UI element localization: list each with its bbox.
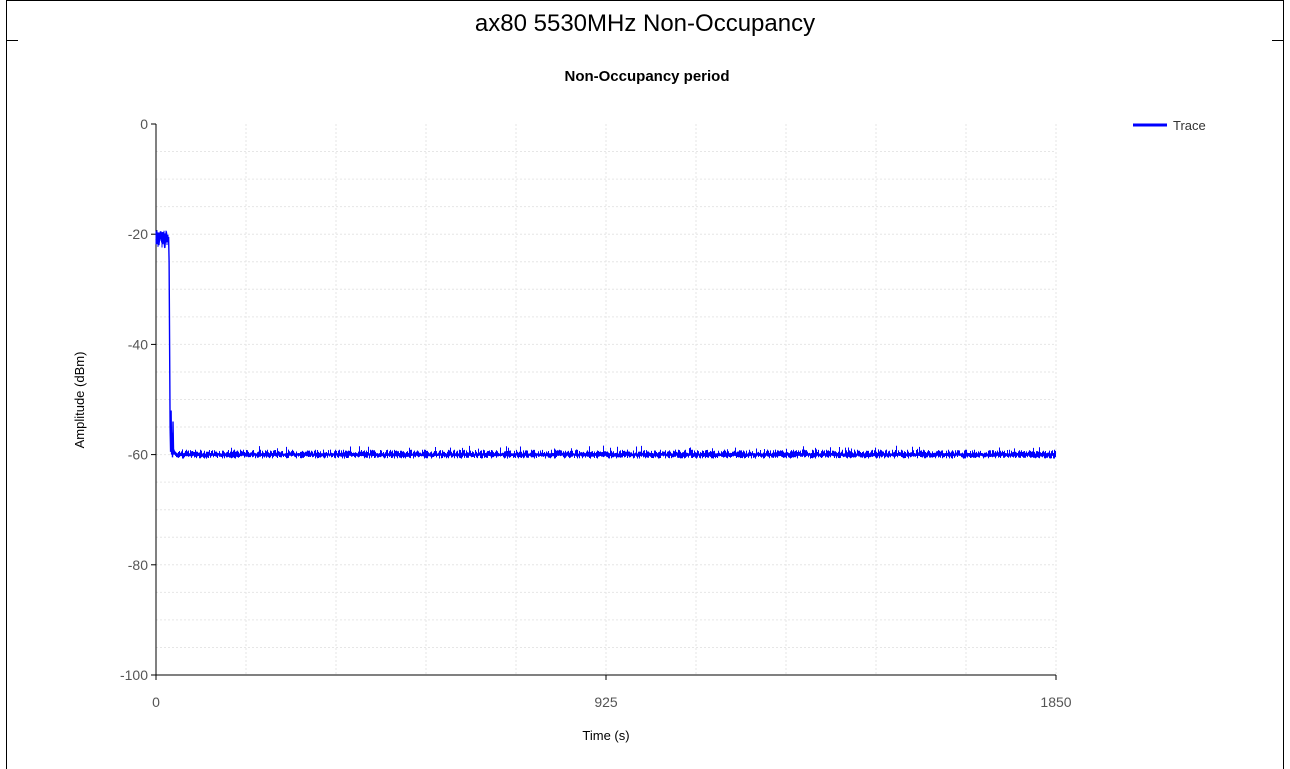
heading-rule-left xyxy=(6,40,18,41)
legend-label-trace: Trace xyxy=(1173,118,1206,133)
x-axis-label: Time (s) xyxy=(582,728,629,743)
x-tick-label: 0 xyxy=(152,694,160,710)
series-layer xyxy=(155,230,1056,459)
y-tick-label: -60 xyxy=(128,447,148,463)
page-title: ax80 5530MHz Non-Occupancy xyxy=(474,10,816,37)
x-tick-label: 925 xyxy=(594,694,618,710)
heading-rule-right xyxy=(1272,40,1284,41)
legend: Trace xyxy=(1133,118,1206,133)
report-frame xyxy=(6,0,1284,769)
series-pre-drop-trace xyxy=(155,230,169,248)
series-noise-trace xyxy=(175,445,1056,459)
axes xyxy=(151,123,1057,680)
y-tick-label: -80 xyxy=(128,557,148,573)
y-tick-label: -40 xyxy=(128,336,148,352)
grid xyxy=(156,124,1057,676)
x-tick-label: 1850 xyxy=(1040,694,1071,710)
y-tick-label: 0 xyxy=(140,116,148,132)
y-tick-label: -20 xyxy=(128,226,148,242)
chart-title: Non-Occupancy period xyxy=(564,68,729,85)
y-tick-label: -100 xyxy=(120,667,148,683)
y-axis-label: Amplitude (dBm) xyxy=(72,352,87,449)
